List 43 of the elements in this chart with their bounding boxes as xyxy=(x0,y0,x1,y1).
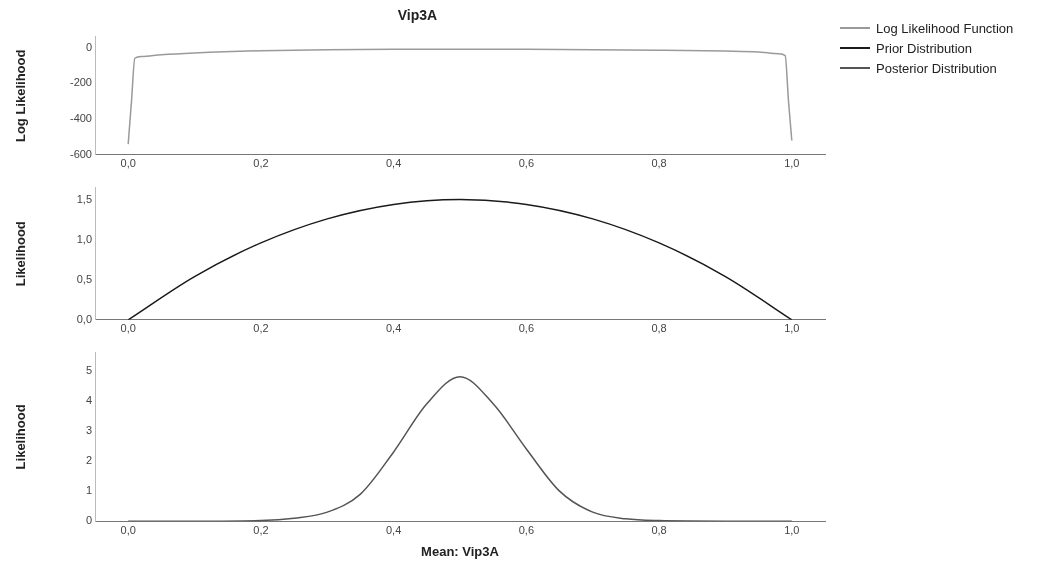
line-series xyxy=(127,198,793,320)
line-series xyxy=(127,375,793,522)
x-tick-label: 1,0 xyxy=(784,523,800,536)
y-tick-label: 0 xyxy=(85,40,92,53)
y-tick-label: 0,5 xyxy=(76,272,92,285)
x-tick-label: 0,8 xyxy=(651,157,667,170)
x-tick-label: 0,0 xyxy=(120,157,136,170)
x-tick-label: 0,4 xyxy=(385,523,402,536)
y-axis-title: Likelihood xyxy=(13,221,29,287)
y-tick-label: 1,0 xyxy=(76,232,92,245)
legend-label: Prior Distribution xyxy=(876,40,973,56)
y-tick-label: -200 xyxy=(69,76,92,89)
y-tick-label: 4 xyxy=(85,393,92,406)
x-tick-label: 0,6 xyxy=(518,523,535,536)
x-tick-label: 0,8 xyxy=(651,523,667,536)
x-tick-label: 0,0 xyxy=(120,322,136,335)
x-tick-label: 0,2 xyxy=(253,322,269,335)
x-tick-label: 0,6 xyxy=(518,322,535,335)
x-tick-label: 0,4 xyxy=(385,157,402,170)
y-axis-title: Likelihood xyxy=(13,404,29,470)
x-tick-label: 0,2 xyxy=(253,157,269,170)
x-tick-label: 1,0 xyxy=(784,322,800,335)
legend-label: Posterior Distribution xyxy=(876,60,997,76)
legend-label: Log Likelihood Function xyxy=(876,20,1014,36)
y-tick-label: -400 xyxy=(69,112,92,125)
y-tick-label: 0 xyxy=(85,514,92,527)
y-tick-label: 5 xyxy=(85,363,92,376)
x-tick-label: 0,2 xyxy=(253,523,269,536)
y-tick-label: 1,5 xyxy=(76,192,92,205)
chart-title: Vip3A xyxy=(397,7,438,24)
x-tick-label: 0,8 xyxy=(651,322,667,335)
y-tick-label: 2 xyxy=(85,454,92,467)
x-tick-label: 0,0 xyxy=(120,523,136,536)
x-tick-label: 0,6 xyxy=(518,157,535,170)
y-axis-title: Log Likelihood xyxy=(13,49,29,143)
x-axis-title: Mean: Vip3A xyxy=(421,543,500,559)
y-tick-label: 1 xyxy=(85,484,92,497)
line-series xyxy=(127,48,793,145)
y-tick-label: 3 xyxy=(85,423,92,436)
x-tick-label: 1,0 xyxy=(784,157,800,170)
y-tick-label: -600 xyxy=(69,147,92,160)
x-tick-label: 0,4 xyxy=(385,322,402,335)
y-tick-label: 0,0 xyxy=(76,312,92,325)
